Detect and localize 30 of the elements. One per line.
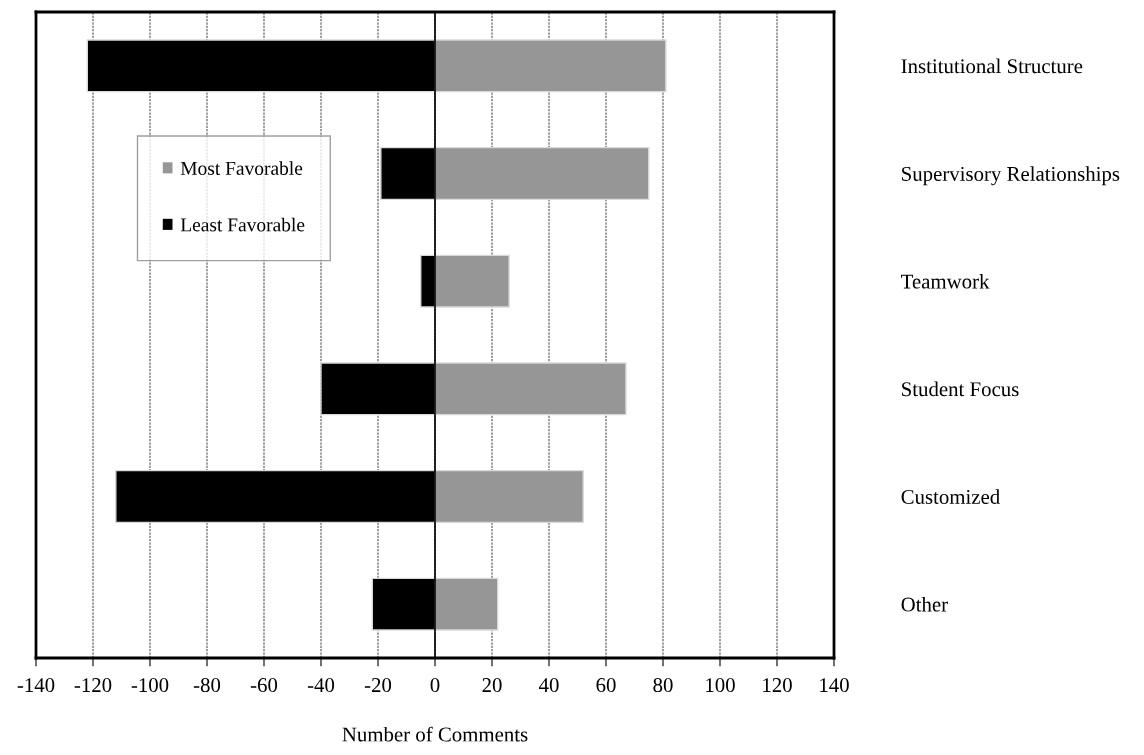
x-tick-label: -20 [364, 678, 392, 693]
y-tick-label: Teamwork [901, 273, 990, 289]
y-tick-label: Other [901, 596, 948, 612]
x-tick-label: 120 [763, 678, 792, 693]
x-axis-title: Number of Comments [342, 726, 528, 742]
y-tick-label: Institutional Structure [901, 58, 1083, 74]
x-tick-label: -100 [131, 678, 169, 693]
bar [434, 254, 510, 308]
x-tick-label: 40 [538, 678, 559, 693]
legend-label: Least Favorable [180, 217, 305, 232]
x-tick-label: 0 [430, 678, 440, 693]
x-tick-label: 80 [653, 678, 673, 693]
x-tick-label: 100 [706, 678, 735, 693]
y-tick-label: Supervisory Relationships [902, 166, 1120, 186]
bar [434, 469, 584, 524]
legend-label: Most Favorable [180, 161, 303, 175]
x-tick-label: 20 [482, 678, 502, 693]
x-tick-label: 140 [820, 678, 849, 693]
x-tick-label: -140 [17, 678, 55, 693]
x-tick-label: -40 [307, 678, 335, 693]
y-tick-label: Student Focus [902, 381, 1019, 397]
x-tick-label: -60 [250, 678, 278, 693]
bar [434, 39, 667, 93]
bar [434, 577, 499, 631]
x-tick-label: -120 [74, 678, 112, 693]
bar [434, 146, 650, 201]
y-tick-label: Customized [901, 489, 1000, 504]
x-tick-label: -80 [193, 678, 221, 693]
x-tick-label: 60 [596, 678, 616, 693]
bar [434, 362, 627, 416]
